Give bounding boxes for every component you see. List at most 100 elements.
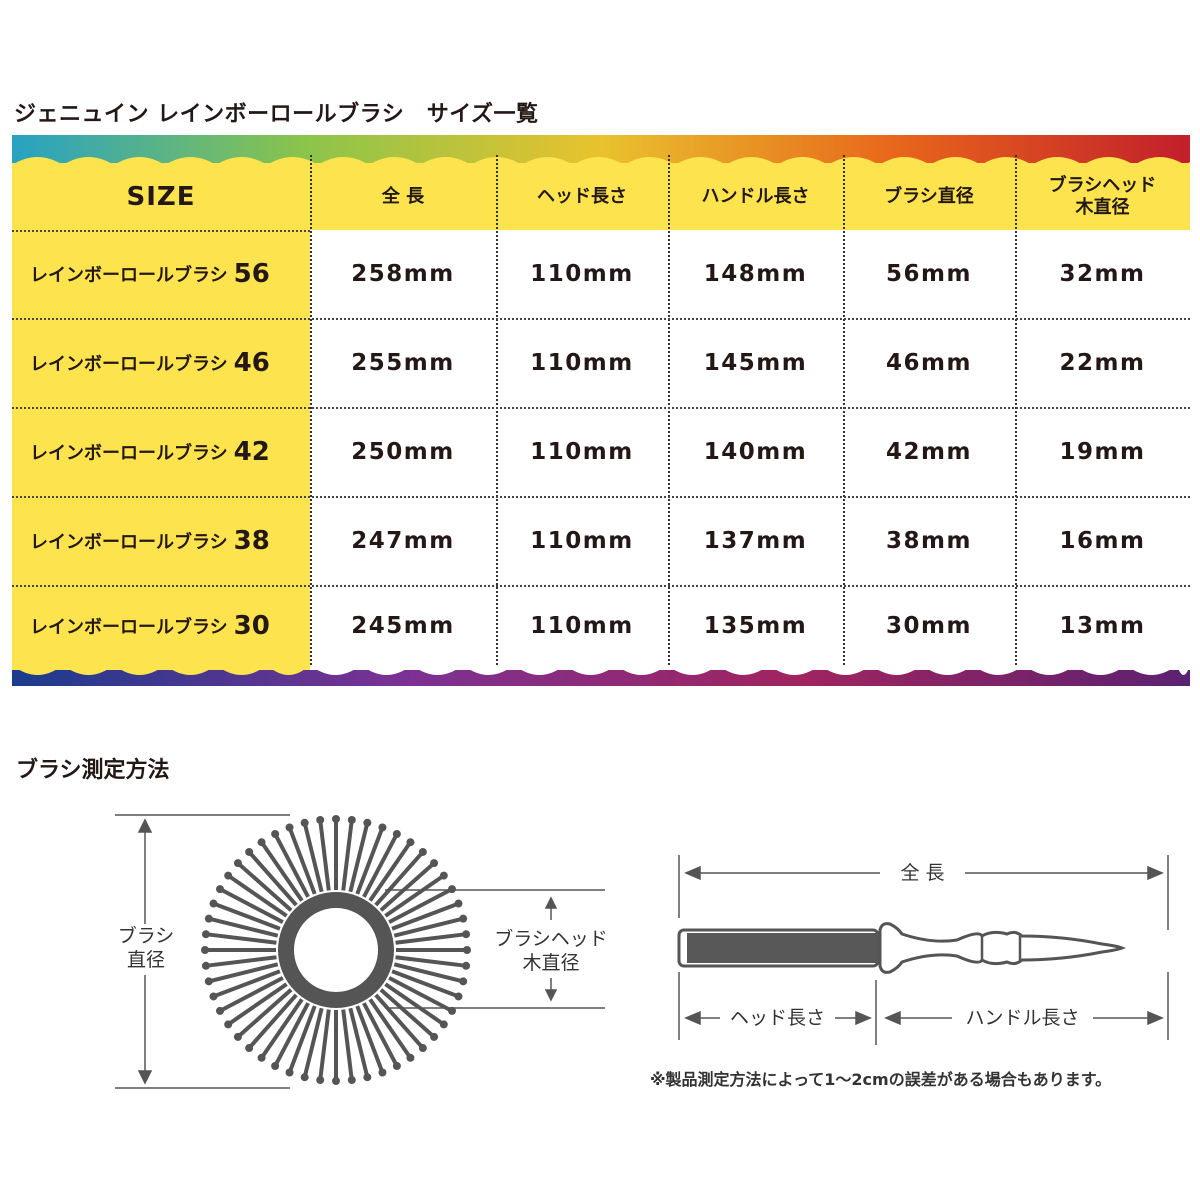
header-line: ブラシヘッド	[1048, 174, 1157, 196]
table-cell: 145mm	[703, 350, 808, 376]
bristle-tip	[406, 838, 415, 847]
bristle	[208, 932, 277, 945]
product-name-text: レインボーロールブラシ	[30, 532, 228, 553]
bristle	[374, 993, 423, 1048]
table-cell: 16mm	[1059, 528, 1146, 554]
bristle-tip	[447, 885, 456, 894]
product-name-text: レインボーロールブラシ	[30, 265, 228, 286]
measurement-diagram	[115, 814, 1169, 1089]
header-brush-diameter: ブラシ直径	[884, 185, 974, 207]
wood-core	[278, 892, 394, 1008]
bristle	[215, 902, 281, 931]
bristle	[368, 843, 411, 902]
table-cell: 110mm	[530, 350, 634, 376]
bristle	[229, 982, 288, 1025]
bristle	[368, 998, 411, 1057]
bristle	[208, 955, 277, 968]
bristle-tip	[204, 914, 213, 923]
bristle-tip	[216, 1006, 225, 1015]
product-size: 56	[233, 259, 270, 289]
bristle-tip	[271, 1061, 280, 1070]
product-name: レインボーロールブラシ 38	[12, 497, 310, 585]
section-title-measurement: ブラシ測定方法	[16, 758, 170, 783]
bristle-tip	[300, 818, 309, 827]
bristle-tip	[201, 961, 210, 970]
bristle-tip	[459, 977, 468, 986]
bristle	[355, 1005, 384, 1071]
table-cell: 19mm	[1059, 439, 1146, 465]
bristle-tip	[245, 1044, 254, 1053]
bristle	[393, 962, 461, 983]
table-cell: 250mm	[351, 439, 455, 465]
head-wood-diameter-label: ブラシヘッド 木直径	[488, 927, 614, 975]
product-size: 42	[233, 437, 270, 467]
bristle	[388, 976, 451, 1012]
bristle-tip	[300, 1073, 309, 1082]
bristle	[318, 1009, 331, 1078]
table-cell: 258mm	[351, 261, 455, 287]
header-head-wood-diameter: ブラシヘッド 木直径	[1015, 163, 1190, 230]
size-column-fill	[12, 230, 310, 670]
bottom-scallop-edge-yellow	[12, 660, 310, 675]
bristle	[395, 955, 464, 968]
table-cell: 46mm	[886, 350, 972, 376]
bristle-tip	[454, 992, 463, 1001]
bristle-tip	[233, 1032, 242, 1041]
bristle-tip	[418, 1044, 427, 1053]
bristle-tip	[257, 838, 266, 847]
column-divider	[310, 155, 312, 665]
label-line: 直径	[126, 949, 165, 971]
brush-side-illustration	[677, 922, 1127, 974]
bristle	[374, 852, 423, 907]
product-name-text: レインボーロールブラシ	[30, 443, 228, 464]
table-cell: 110mm	[530, 439, 634, 465]
bristle	[379, 988, 434, 1037]
header-head-length: ヘッド長さ	[537, 185, 627, 207]
bristle-tip	[316, 815, 325, 824]
header-handle-length: ハンドル長さ	[701, 185, 810, 207]
bristle-tip	[454, 899, 463, 908]
handle-length-label: ハンドル長さ	[965, 1007, 1080, 1029]
table-cell: 30mm	[886, 613, 972, 639]
bristle-tip	[201, 930, 210, 939]
bristle-tip	[347, 1076, 356, 1085]
table-cell: 110mm	[530, 261, 634, 287]
bristle-tip	[209, 899, 218, 908]
bristle	[238, 988, 293, 1037]
row-divider	[12, 230, 310, 232]
bristle-tip	[347, 815, 356, 824]
bristle-tip	[363, 818, 372, 827]
size-table: SIZE 全 長 ヘッド長さ ハンドル長さ ブラシ直径 ブラシヘッド 木直径 レ…	[12, 135, 1190, 686]
table-cell: 42mm	[886, 439, 972, 465]
table-cell: 255mm	[351, 350, 455, 376]
bristle-tip	[462, 961, 471, 970]
row-divider	[12, 585, 1190, 587]
table-cell: 110mm	[530, 613, 634, 639]
label-line: 木直径	[522, 952, 580, 974]
bristle-tip	[439, 1020, 448, 1029]
dimension-lines	[115, 814, 1169, 1089]
label-line: ブラシヘッド	[494, 928, 608, 950]
bristle	[355, 829, 384, 895]
bristle	[388, 888, 451, 924]
bristle-tip	[233, 859, 242, 868]
bristle-tip	[439, 871, 448, 880]
bristle-tip	[363, 1073, 372, 1082]
bristle	[211, 917, 279, 938]
bristle	[288, 829, 317, 895]
bristle-tip	[257, 1053, 266, 1062]
column-divider	[496, 155, 498, 665]
bristle-tip	[316, 1076, 325, 1085]
table-cell: 137mm	[703, 528, 808, 554]
bristle-tip	[332, 815, 340, 823]
bristle-tip	[245, 847, 254, 856]
bristle-tip	[271, 830, 280, 839]
bristle	[341, 1009, 354, 1078]
bristle	[261, 998, 304, 1057]
bristle-tip	[392, 830, 401, 839]
bristle	[393, 917, 461, 938]
bristle	[348, 825, 369, 893]
bristle	[221, 888, 284, 924]
bristle	[362, 835, 398, 898]
bristle-tip	[204, 977, 213, 986]
